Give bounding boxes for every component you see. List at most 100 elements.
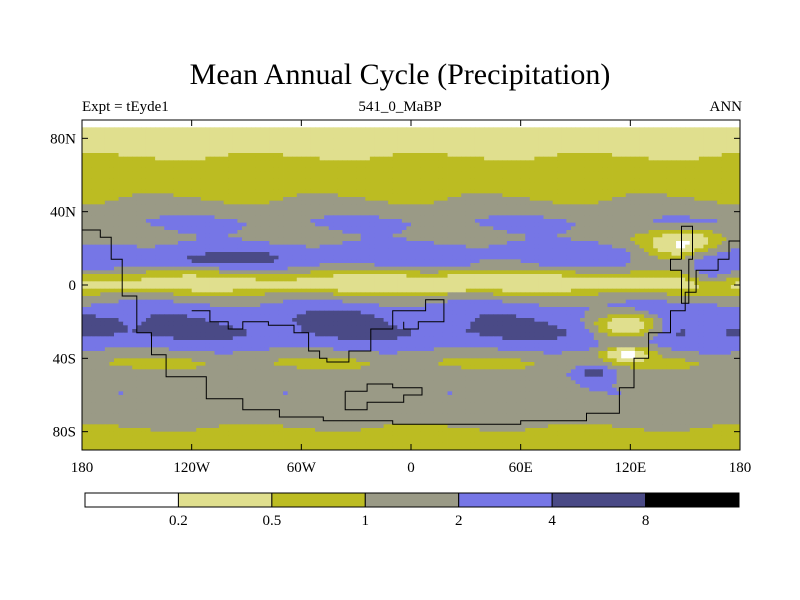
field-cell — [538, 164, 544, 169]
field-cell — [278, 131, 284, 136]
field-cell — [228, 175, 234, 180]
field-cell — [141, 175, 147, 180]
field-cell — [388, 134, 394, 139]
field-cell — [150, 145, 156, 150]
field-cell — [104, 237, 110, 242]
field-cell — [502, 208, 508, 213]
field-cell — [493, 123, 499, 128]
field-cell — [625, 189, 631, 194]
field-cell — [95, 222, 101, 227]
field-cell — [109, 175, 115, 180]
field-cell — [333, 178, 339, 183]
field-cell — [82, 233, 87, 238]
field-cell — [296, 222, 302, 227]
field-cell — [296, 167, 302, 172]
field-cell — [260, 222, 266, 227]
field-cell — [223, 233, 229, 238]
field-cell — [529, 145, 535, 150]
field-cell — [534, 149, 540, 154]
field-cell — [155, 138, 161, 143]
field-cell — [644, 186, 650, 191]
field-cell — [666, 131, 672, 136]
field-cell — [456, 167, 462, 172]
field-cell — [516, 215, 522, 220]
field-cell — [561, 134, 567, 139]
field-cell — [118, 186, 124, 191]
field-cell — [127, 222, 133, 227]
field-cell — [86, 120, 92, 125]
field-cell — [429, 175, 435, 180]
field-cell — [470, 230, 476, 235]
field-cell — [648, 171, 654, 176]
field-cell — [223, 230, 229, 235]
field-cell — [557, 131, 563, 136]
field-cell — [497, 160, 503, 165]
field-cell — [497, 193, 503, 198]
field-cell — [520, 171, 526, 176]
field-cell — [273, 193, 279, 198]
field-cell — [292, 178, 298, 183]
field-cell — [214, 145, 220, 150]
field-cell — [648, 208, 654, 213]
field-cell — [283, 222, 289, 227]
field-cell — [251, 182, 257, 187]
field-cell — [397, 186, 403, 191]
field-cell — [310, 145, 316, 150]
field-cell — [484, 230, 490, 235]
field-cell — [461, 131, 467, 136]
field-cell — [246, 241, 252, 246]
field-cell — [593, 211, 599, 216]
field-cell — [689, 123, 695, 128]
field-cell — [484, 233, 490, 238]
field-cell — [525, 244, 531, 249]
field-cell — [347, 237, 352, 242]
field-cell — [310, 219, 316, 224]
field-cell — [634, 193, 640, 198]
field-cell — [219, 237, 225, 242]
field-cell — [607, 204, 613, 209]
field-cell — [698, 211, 704, 216]
field-cell — [666, 200, 672, 205]
field-cell — [228, 171, 234, 176]
field-cell — [392, 208, 398, 213]
field-cell — [209, 142, 215, 147]
field-cell — [621, 145, 627, 150]
field-cell — [671, 200, 677, 205]
field-cell — [196, 241, 202, 246]
field-cell — [401, 211, 407, 216]
field-cell — [287, 197, 293, 202]
field-cell — [292, 131, 298, 136]
field-cell — [283, 160, 289, 165]
field-cell — [406, 178, 412, 183]
field-cell — [506, 230, 512, 235]
field-cell — [703, 182, 709, 187]
field-cell — [584, 204, 590, 209]
field-cell — [237, 215, 243, 220]
field-cell — [557, 145, 563, 150]
field-cell — [283, 175, 289, 180]
field-cell — [415, 244, 421, 249]
field-cell — [100, 197, 106, 202]
field-cell — [228, 156, 234, 161]
field-cell — [456, 244, 462, 249]
field-cell — [132, 219, 138, 224]
field-cell — [543, 171, 549, 176]
field-cell — [415, 186, 421, 191]
field-cell — [177, 160, 183, 165]
field-cell — [534, 193, 540, 198]
field-cell — [164, 160, 170, 165]
field-cell — [205, 167, 211, 172]
field-cell — [520, 153, 526, 158]
field-cell — [113, 134, 119, 139]
field-cell — [580, 149, 586, 154]
field-cell — [625, 200, 631, 205]
field-cell — [730, 186, 736, 191]
field-cell — [360, 149, 366, 154]
field-cell — [347, 219, 352, 224]
field-cell — [474, 138, 480, 143]
field-cell — [493, 233, 499, 238]
field-cell — [246, 219, 252, 224]
field-cell — [324, 241, 330, 246]
field-cell — [356, 134, 362, 139]
field-cell — [625, 142, 631, 147]
